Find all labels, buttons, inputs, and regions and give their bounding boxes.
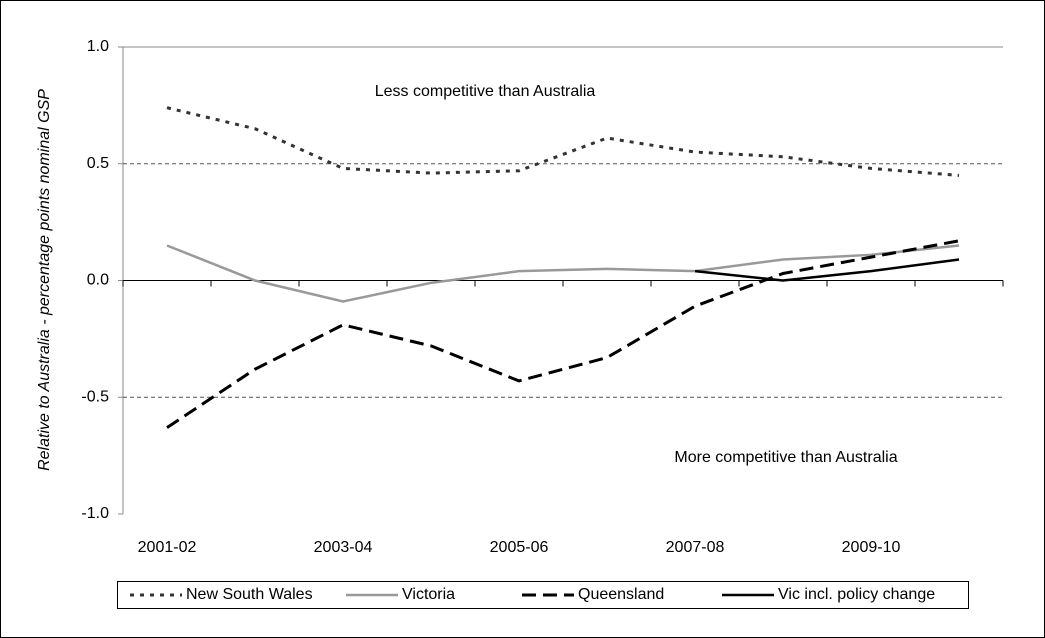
x-tick-label: 2003-04 <box>314 539 373 556</box>
series-line <box>166 239 960 429</box>
legend-label: Vic incl. policy change <box>778 586 935 603</box>
x-tick-label: 2005-06 <box>490 539 549 556</box>
series-line <box>166 106 960 177</box>
y-tick-label: -1.0 <box>81 505 109 522</box>
series-line <box>694 258 960 282</box>
legend-label: Victoria <box>402 586 455 603</box>
y-tick-label: 1.0 <box>87 38 109 55</box>
legend-box <box>117 581 969 609</box>
y-tick-label: -0.5 <box>81 388 109 405</box>
legend-label: Queensland <box>578 586 664 603</box>
annotation: Less competitive than Australia <box>375 83 596 100</box>
x-tick-label: 2007-08 <box>666 539 725 556</box>
series-line <box>166 244 960 303</box>
x-tick-label: 2001-02 <box>138 539 197 556</box>
x-tick-label: 2009-10 <box>842 539 901 556</box>
annotation: More competitive than Australia <box>674 449 897 466</box>
legend-label: New South Wales <box>186 586 313 603</box>
y-tick-label: 0.5 <box>87 155 109 172</box>
y-axis-label: Relative to Australia - percentage point… <box>36 89 53 471</box>
y-tick-label: 0.0 <box>87 272 109 289</box>
